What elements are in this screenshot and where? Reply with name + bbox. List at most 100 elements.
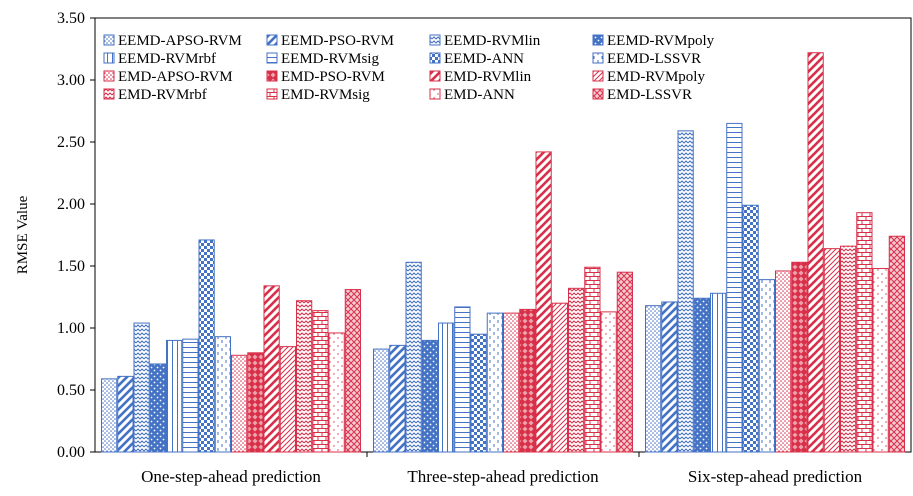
- legend-item-eemd-ann: EEMD-ANN: [429, 51, 524, 67]
- legend-swatch: [429, 88, 441, 100]
- legend-item-eemd-apso-rvm: EEMD-APSO-RVM: [103, 33, 242, 49]
- y-tick-label: 3.00: [57, 72, 85, 89]
- legend-label: EEMD-ANN: [444, 51, 524, 67]
- bar-eemd-apso-rvm-3: [645, 305, 662, 453]
- legend-swatch: [103, 70, 115, 82]
- legend-item-emd-rvmlin: EMD-RVMlin: [429, 69, 532, 85]
- legend-label: EMD-ANN: [444, 87, 515, 103]
- bar-emd-apso-rvm-2: [503, 312, 520, 453]
- legend-item-eemd-rvmlin: EEMD-RVMlin: [429, 33, 541, 49]
- bar-emd-lssvr-1: [344, 289, 361, 453]
- legend-label: EMD-RVMsig: [281, 87, 370, 103]
- legend-label: EEMD-RVMrbf: [118, 51, 216, 67]
- legend-label: EEMD-LSSVR: [607, 51, 701, 67]
- y-tick-label: 3.50: [57, 10, 85, 27]
- bar-emd-pso-rvm-3: [791, 261, 808, 453]
- bar-eemd-pso-rvm-3: [661, 301, 678, 453]
- bar-eemd-rvmrbf-3: [710, 292, 727, 453]
- bar-emd-rvmpoly-3: [823, 248, 840, 453]
- legend-swatch: [592, 70, 604, 82]
- legend-item-eemd-rvmpoly: EEMD-RVMpoly: [592, 33, 715, 49]
- bar-eemd-rvmpoly-3: [693, 297, 710, 453]
- y-tick-label: 2.00: [57, 196, 85, 213]
- bar-eemd-ann-3: [742, 204, 759, 453]
- legend-item-emd-pso-rvm: EMD-PSO-RVM: [266, 69, 385, 85]
- bar-eemd-lssvr-1: [214, 336, 231, 453]
- bar-eemd-rvmpoly-1: [149, 363, 166, 453]
- bar-eemd-rvmpoly-2: [421, 339, 438, 453]
- bar-emd-rvmsig-2: [584, 266, 601, 453]
- bar-eemd-rvmlin-1: [133, 322, 150, 453]
- legend-item-eemd-rvmrbf: EEMD-RVMrbf: [103, 51, 216, 67]
- bar-emd-ann-1: [328, 332, 345, 453]
- bar-emd-rvmrbf-3: [840, 245, 857, 453]
- bar-emd-lssvr-3: [888, 235, 905, 453]
- bar-emd-ann-2: [600, 311, 617, 453]
- legend-item-emd-rvmsig: EMD-RVMsig: [266, 87, 370, 103]
- bar-emd-rvmpoly-1: [279, 346, 296, 453]
- legend-item-emd-rvmpoly: EMD-RVMpoly: [592, 69, 705, 85]
- bar-emd-rvmsig-3: [856, 212, 873, 453]
- legend-label: EEMD-RVMpoly: [607, 33, 715, 49]
- legend-swatch: [592, 34, 604, 46]
- legend-swatch: [429, 52, 441, 64]
- legend-swatch: [103, 52, 115, 64]
- legend-swatch: [266, 88, 278, 100]
- bar-emd-rvmrbf-2: [568, 287, 585, 453]
- bar-emd-lssvr-2: [616, 271, 633, 453]
- bar-eemd-rvmrbf-1: [166, 339, 183, 453]
- legend-label: EEMD-PSO-RVM: [281, 33, 394, 49]
- legend-swatch: [592, 52, 604, 64]
- legend-label: EEMD-RVMlin: [444, 33, 541, 49]
- bar-emd-rvmlin-2: [535, 151, 552, 453]
- bar-eemd-apso-rvm-1: [101, 378, 118, 453]
- bar-emd-rvmlin-1: [263, 285, 280, 453]
- legend-swatch: [266, 52, 278, 64]
- y-tick-label: 1.50: [57, 258, 85, 275]
- legend-label: EMD-APSO-RVM: [118, 69, 233, 85]
- bar-eemd-rvmrbf-2: [438, 322, 455, 453]
- bar-eemd-rvmlin-3: [677, 130, 694, 453]
- bar-eemd-ann-1: [198, 239, 215, 453]
- legend-item-eemd-pso-rvm: EEMD-PSO-RVM: [266, 33, 394, 49]
- legend-swatch: [103, 88, 115, 100]
- legend-item-emd-ann: EMD-ANN: [429, 87, 515, 103]
- bar-emd-rvmpoly-2: [551, 302, 568, 453]
- legend-label: EMD-PSO-RVM: [281, 69, 385, 85]
- bar-emd-pso-rvm-2: [519, 308, 536, 453]
- bar-emd-ann-3: [872, 267, 889, 453]
- legend-swatch: [592, 88, 604, 100]
- bar-eemd-rvmsig-1: [182, 338, 199, 453]
- bar-eemd-ann-2: [470, 333, 487, 453]
- bar-eemd-pso-rvm-2: [389, 344, 406, 453]
- legend-item-emd-lssvr: EMD-LSSVR: [592, 87, 692, 103]
- bar-emd-apso-rvm-1: [231, 354, 248, 453]
- y-tick-label: 1.00: [57, 320, 85, 337]
- bar-eemd-pso-rvm-1: [117, 375, 134, 453]
- legend-label: EMD-RVMpoly: [607, 69, 705, 85]
- y-axis-label: RMSE Value: [15, 195, 31, 274]
- bar-emd-rvmrbf-1: [296, 300, 313, 453]
- legend-swatch: [266, 70, 278, 82]
- bar-eemd-rvmlin-2: [405, 261, 422, 453]
- y-tick-label: 0.00: [57, 444, 85, 461]
- bar-emd-apso-rvm-3: [775, 270, 792, 453]
- legend-item-eemd-lssvr: EEMD-LSSVR: [592, 51, 701, 67]
- legend-item-eemd-rvmsig: EEMD-RVMsig: [266, 51, 379, 67]
- x-category-label: Three-step-ahead prediction: [407, 467, 599, 486]
- bar-emd-rvmsig-1: [312, 310, 329, 453]
- y-tick-label: 2.50: [57, 134, 85, 151]
- y-tick-label: 0.50: [57, 382, 85, 399]
- legend-label: EEMD-RVMsig: [281, 51, 379, 67]
- legend-item-emd-rvmrbf: EMD-RVMrbf: [103, 87, 207, 103]
- legend-swatch: [103, 34, 115, 46]
- legend-label: EMD-RVMrbf: [118, 87, 207, 103]
- x-category-label: One-step-ahead prediction: [141, 467, 321, 486]
- bar-eemd-rvmsig-2: [454, 306, 471, 453]
- legend-swatch: [429, 34, 441, 46]
- legend-item-emd-apso-rvm: EMD-APSO-RVM: [103, 69, 233, 85]
- bar-emd-pso-rvm-1: [247, 352, 264, 453]
- x-category-label: Six-step-ahead prediction: [688, 467, 863, 486]
